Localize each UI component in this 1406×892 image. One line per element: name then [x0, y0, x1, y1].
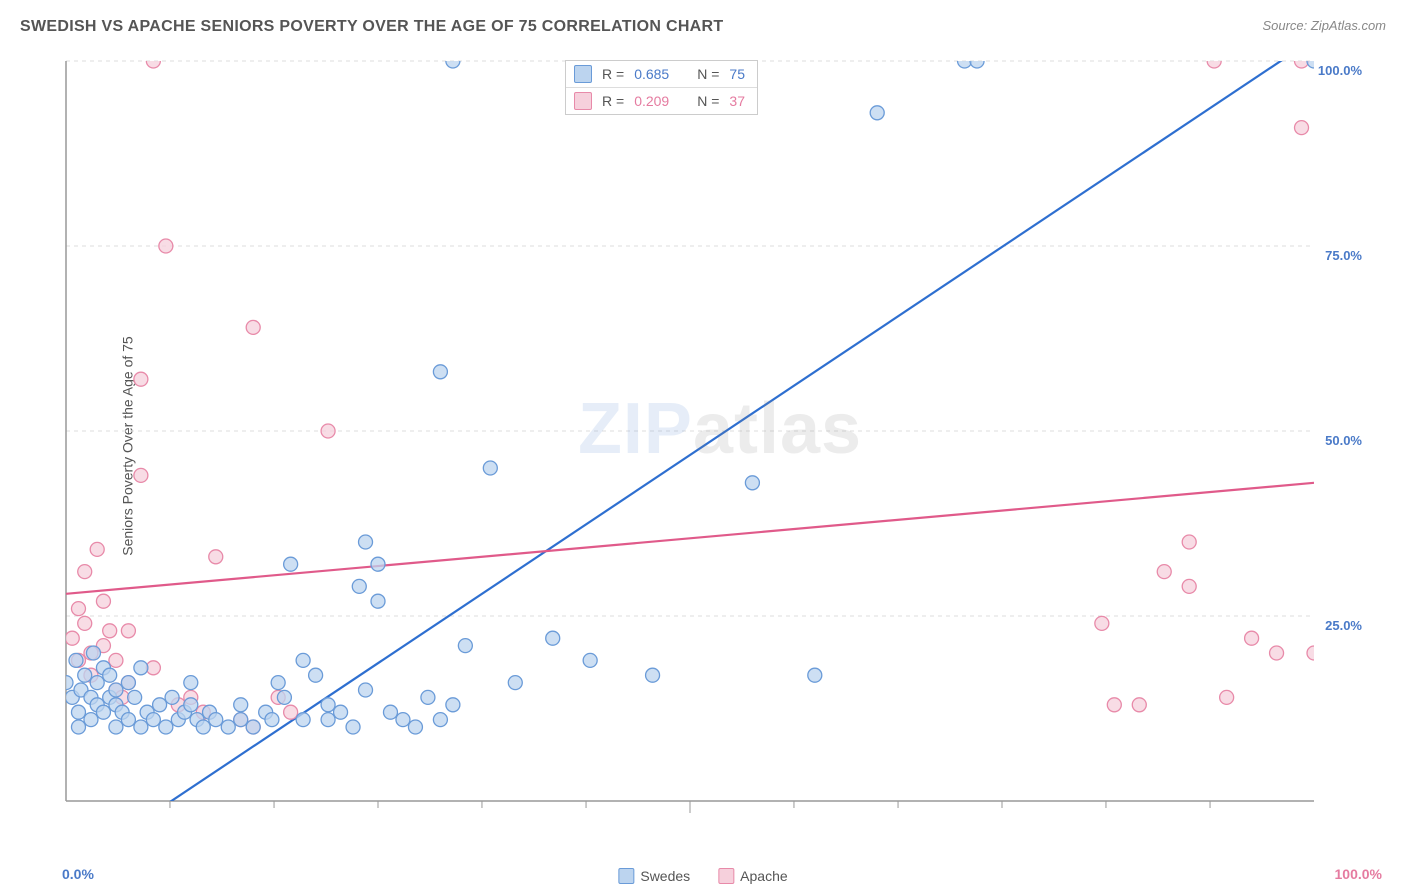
swatch-apache-icon	[718, 868, 734, 884]
correlation-row-apache: R = 0.209 N = 37	[566, 88, 757, 114]
svg-text:50.0%: 50.0%	[1325, 433, 1362, 448]
legend-item-swedes: Swedes	[618, 868, 690, 884]
swatch-swedes-icon	[574, 65, 592, 83]
legend-label-apache: Apache	[740, 868, 787, 884]
svg-text:25.0%: 25.0%	[1325, 618, 1362, 633]
legend-label-swedes: Swedes	[640, 868, 690, 884]
n-label: N =	[697, 93, 719, 109]
svg-text:100.0%: 100.0%	[1318, 63, 1363, 78]
r-value-apache: 0.209	[634, 93, 669, 109]
n-label: N =	[697, 66, 719, 82]
svg-text:75.0%: 75.0%	[1325, 248, 1362, 263]
scatter-plot: 25.0%50.0%75.0%100.0% ZIPatlas	[60, 55, 1380, 835]
legend-item-apache: Apache	[718, 868, 787, 884]
n-value-swedes: 75	[729, 66, 745, 82]
x-axis-max-label: 100.0%	[1335, 866, 1382, 882]
chart-title: SWEDISH VS APACHE SENIORS POVERTY OVER T…	[20, 18, 723, 36]
r-label: R =	[602, 93, 624, 109]
r-label: R =	[602, 66, 624, 82]
swatch-swedes-icon	[618, 868, 634, 884]
correlation-row-swedes: R = 0.685 N = 75	[566, 61, 757, 88]
x-axis-min-label: 0.0%	[62, 866, 94, 882]
correlation-legend-box: R = 0.685 N = 75 R = 0.209 N = 37	[565, 60, 758, 115]
bottom-legend: Swedes Apache	[618, 868, 787, 884]
n-value-apache: 37	[729, 93, 745, 109]
plot-svg: 25.0% 50.0% 75.0% 100.0%	[60, 55, 1380, 835]
r-value-swedes: 0.685	[634, 66, 669, 82]
swatch-apache-icon	[574, 92, 592, 110]
source-attribution: Source: ZipAtlas.com	[1262, 18, 1386, 33]
